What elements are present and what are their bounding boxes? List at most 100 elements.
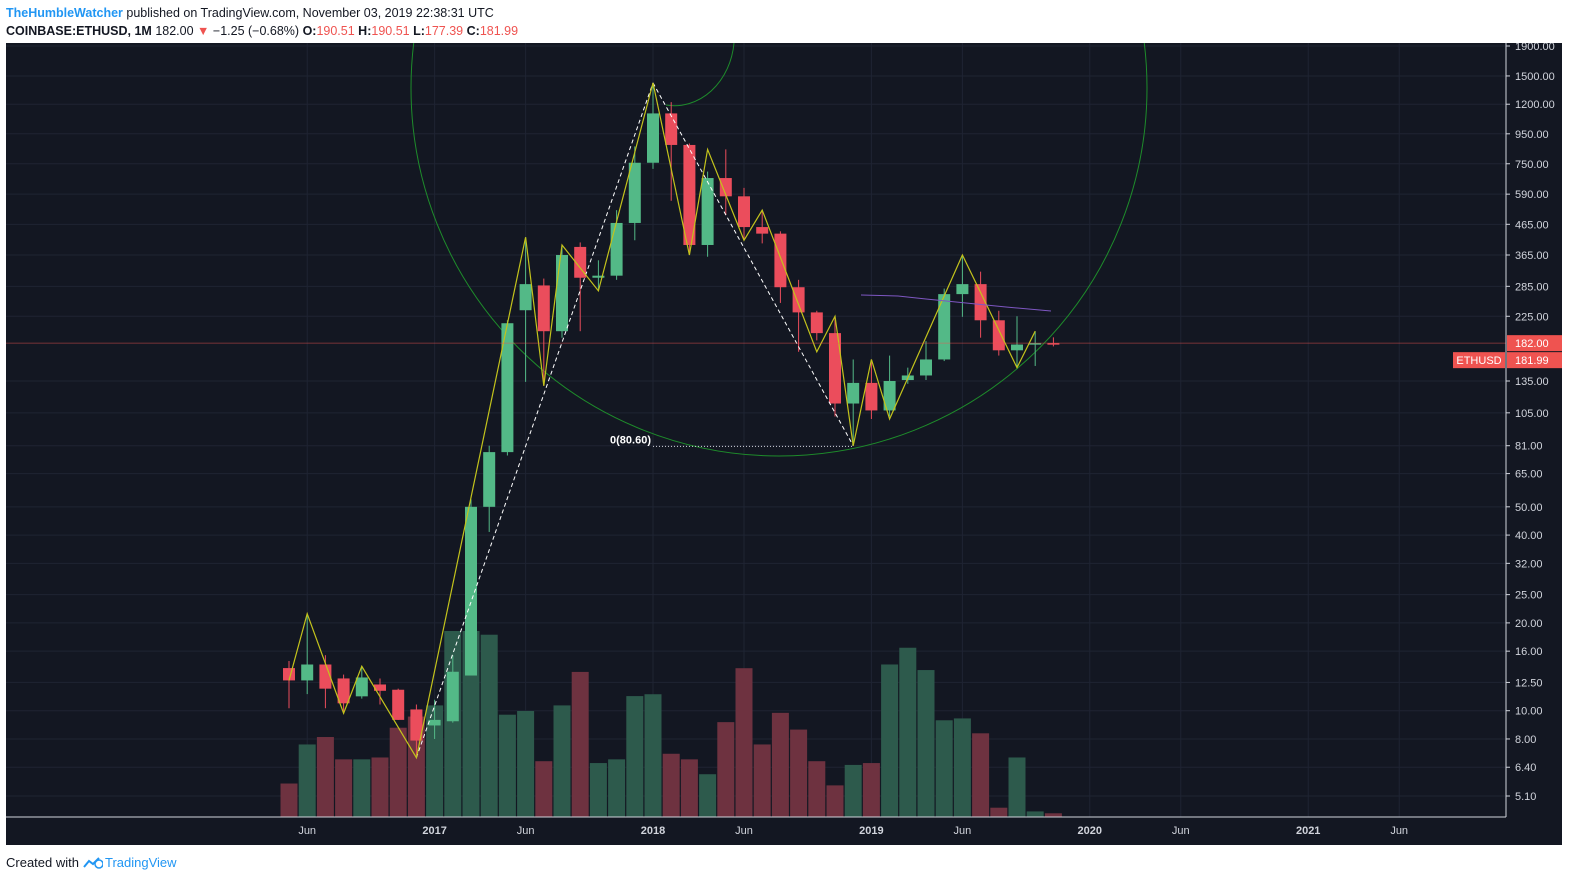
volume-bar	[644, 694, 662, 817]
price-tick-label: 950.00	[1515, 129, 1549, 141]
volume-bar	[808, 761, 826, 817]
time-tick-label: Jun	[954, 825, 972, 837]
volume-bar	[517, 710, 535, 817]
volume-bar	[717, 722, 735, 817]
time-tick-label: 2019	[859, 825, 883, 837]
low-value: 177.39	[424, 24, 464, 38]
volume-bar	[608, 759, 626, 817]
volume-bars	[280, 631, 1062, 817]
volume-bar	[553, 705, 571, 817]
volume-bar	[699, 774, 717, 817]
fib-lines	[415, 82, 854, 758]
volume-bar	[480, 634, 498, 817]
volume-bar	[826, 785, 844, 817]
symbol-name: COINBASE:ETHUSD, 1M	[6, 24, 152, 38]
volume-bar	[389, 727, 407, 817]
candle-body	[756, 227, 769, 234]
publish-info: TheHumbleWatcher published on TradingVie…	[6, 6, 494, 20]
price-tick-label: 1900.00	[1515, 43, 1555, 53]
candle-body	[574, 246, 587, 278]
candle-body	[829, 333, 841, 404]
close-label: C:	[466, 24, 480, 38]
candle-body	[483, 452, 496, 507]
candle-body	[665, 113, 678, 145]
high-label: H:	[358, 24, 372, 38]
symbol-label-box	[1453, 352, 1505, 369]
candle-body	[865, 382, 878, 411]
price-tick-label: 590.00	[1515, 189, 1549, 201]
small-arc-drawing	[665, 43, 735, 107]
volume-bar	[316, 737, 334, 817]
fib-line	[652, 82, 854, 446]
symbol-price-box	[1507, 352, 1562, 369]
time-tick-label: 2021	[1296, 825, 1320, 837]
volume-bar	[753, 744, 771, 817]
time-tick-label: Jun	[1172, 825, 1190, 837]
tradingview-link[interactable]: TradingView	[104, 855, 177, 870]
grid	[6, 43, 1506, 817]
candle-body	[847, 382, 860, 404]
candle-body	[501, 323, 514, 453]
candle-body	[337, 678, 350, 704]
candle-body	[355, 677, 368, 697]
chart-pane[interactable]: 0(80.60) 1900.00 1500.00 1200.00 950.00 750.0…	[6, 43, 1562, 845]
time-axis: Jun 2017 Jun 2018 Jun 2019 Jun 2020 Jun 2021 Jun	[298, 825, 1408, 837]
candle-body	[1047, 343, 1060, 345]
tradingview-logo-icon	[83, 856, 104, 872]
candle-body	[974, 284, 987, 321]
candle-body	[1011, 344, 1023, 351]
time-tick-label: Jun	[517, 825, 535, 837]
time-tick-label: Jun	[298, 825, 316, 837]
open-value: 190.51	[316, 24, 355, 38]
candle-body	[610, 222, 623, 276]
volume-bar	[990, 807, 1008, 817]
volume-bar	[335, 759, 353, 817]
time-tick-label: Jun	[1390, 825, 1408, 837]
volume-bar	[771, 712, 789, 817]
candle-body	[810, 312, 823, 334]
created-with-text: Created with	[6, 855, 79, 870]
price-tick-label: 40.00	[1515, 530, 1543, 542]
price-tick-label: 65.00	[1515, 469, 1543, 481]
candle-body	[446, 671, 459, 722]
time-tick-label: 2018	[641, 825, 665, 837]
last-price-box	[1507, 335, 1562, 352]
price-tick-label: 1200.00	[1515, 99, 1555, 111]
published-text: published on TradingView.com, November 0…	[126, 6, 494, 20]
volume-bar	[298, 744, 316, 817]
volume-bar	[1008, 757, 1026, 817]
candle-body	[701, 178, 714, 245]
volume-bar	[589, 763, 607, 817]
price-tick-label: 16.00	[1515, 646, 1543, 658]
candle-body	[465, 506, 477, 676]
chart-header: TheHumbleWatcher published on TradingVie…	[6, 4, 1566, 40]
volume-bar	[280, 783, 298, 817]
price-tick-label: 750.00	[1515, 159, 1549, 171]
price-tick-label: 12.50	[1515, 677, 1543, 689]
price-tick-label: 81.00	[1515, 441, 1543, 453]
candle-body	[719, 178, 732, 197]
low-label: L:	[413, 24, 425, 38]
price-chart[interactable]: 0(80.60) 1900.00 1500.00 1200.00 950.00 750.0…	[6, 43, 1562, 845]
candle-body	[883, 380, 896, 411]
candle-body	[556, 254, 568, 332]
close-value: 181.99	[479, 24, 519, 38]
symbol-info: COINBASE:ETHUSD, 1M 182.00 ▼ −1.25 (−0.6…	[6, 24, 518, 38]
price-change: −1.25 (−0.68%)	[212, 24, 300, 38]
candle-body	[738, 196, 750, 228]
volume-bar	[862, 763, 880, 817]
candle-body	[410, 709, 423, 741]
candle-body	[938, 294, 951, 360]
price-tick-label: 285.00	[1515, 281, 1549, 293]
candle-body	[1029, 343, 1042, 345]
price-tick-label: 225.00	[1515, 311, 1549, 323]
volume-bar	[535, 761, 553, 817]
price-tick-label: 5.10	[1515, 791, 1536, 803]
price-axis: 1900.00 1500.00 1200.00 950.00 750.00 590.00 4…	[1506, 43, 1555, 803]
volume-bar	[426, 705, 444, 817]
author-link[interactable]: TheHumbleWatcher	[6, 6, 123, 20]
price-tick-label: 10.00	[1515, 706, 1543, 718]
price-tick-label: 6.40	[1515, 762, 1536, 774]
price-tick-label: 50.00	[1515, 502, 1543, 514]
price-tick-label: 135.00	[1515, 376, 1549, 388]
